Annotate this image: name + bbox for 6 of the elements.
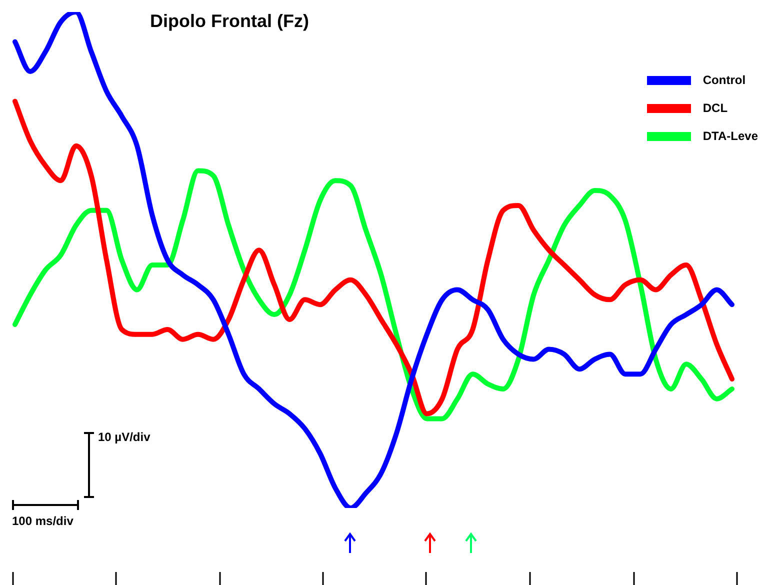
- chart-title: Dipolo Frontal (Fz): [150, 11, 309, 32]
- legend-label: DCL: [702, 101, 728, 115]
- legend-label: DTA-Leve: [702, 129, 758, 143]
- text: 100 ms/div: [12, 514, 74, 528]
- annotation: 10 µV/div: [98, 430, 150, 444]
- legend-label: Control: [702, 73, 746, 87]
